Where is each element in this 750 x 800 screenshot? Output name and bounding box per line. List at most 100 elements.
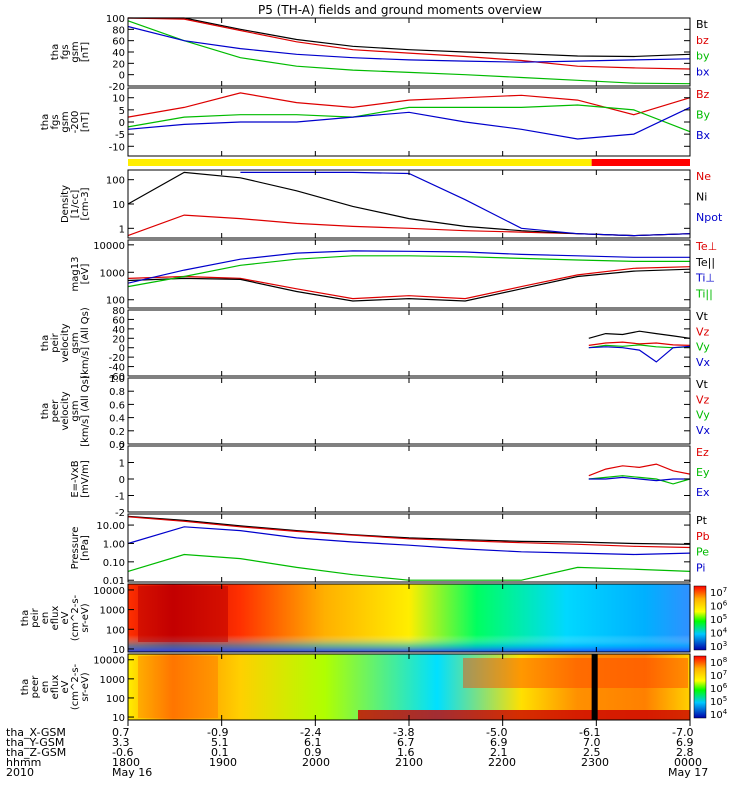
row-label-year: 2010 <box>6 766 34 779</box>
y-tick-label: 0.2 <box>109 427 125 438</box>
y-axis-label-line: gsm <box>70 400 81 421</box>
y-axis-label-line: [1/cc] <box>70 190 81 219</box>
y-axis-label-line: velocity <box>60 391 71 430</box>
y-axis-label-line: fgs <box>60 44 71 59</box>
colorbar-tick-label: 106 <box>710 682 728 695</box>
series-line-bx <box>127 25 691 63</box>
hhmm-value: 2300 <box>581 756 609 769</box>
y-axis-label-line: tha <box>40 403 51 419</box>
y-axis-label-line: [eV] <box>80 264 91 285</box>
y-gsm-value: 3.3 <box>112 736 130 749</box>
y-axis-label-line: peer <box>30 675 41 699</box>
y-axis-label-line: tha <box>50 44 61 60</box>
y-axis-label-line: [nT] <box>80 112 91 132</box>
y-axis-label-line: sr-eV) <box>80 603 91 632</box>
date-value: May 17 <box>668 766 708 779</box>
y-axis-label-line: velocity <box>60 323 71 362</box>
z-gsm-value: 2.8 <box>676 746 694 759</box>
y-tick-label: 10000 <box>93 586 125 597</box>
series-line-Pt <box>127 515 691 545</box>
series-line-Pb <box>127 516 691 549</box>
y-tick-label: 100 <box>106 296 125 307</box>
y-tick-label: 0.6 <box>109 400 125 411</box>
panel-temperature: 10000 1000 100 Te⊥ Te|| Ti⊥ Ti|| mag13 [eV] <box>70 239 717 309</box>
y-axis-label-line: (cm^2-s- <box>70 594 81 641</box>
legend-Te⊥: Te⊥ <box>695 240 717 253</box>
x-gsm-value: 0.7 <box>112 726 130 739</box>
y-tick-label: 1 <box>119 224 125 235</box>
y-tick-label: -20 <box>109 82 125 93</box>
series-line-bz <box>127 17 691 70</box>
series-line-Pe <box>127 553 691 581</box>
panel-frame <box>127 87 691 157</box>
legend-Vx: Vx <box>696 424 711 437</box>
y-tick-label: 1.00 <box>103 539 125 550</box>
y-axis-label-line: Pressure <box>70 527 81 570</box>
legend-Ti||: Ti|| <box>695 287 713 300</box>
y-tick-label: 0.0 <box>109 440 125 451</box>
y-axis-label-line: [nT] <box>80 42 91 62</box>
series-line-Bx <box>127 106 691 140</box>
z-gsm-value: 0.1 <box>211 746 229 759</box>
colorbar-tick-label: 107 <box>710 586 727 599</box>
y-tick-label: -5 <box>115 130 125 141</box>
legend-Vy: Vy <box>696 409 710 422</box>
y-axis-label: tha peer velocity gsm [km/s] (All Qs) <box>40 375 91 447</box>
colorbar <box>693 585 707 651</box>
colorbar-tick-label: 104 <box>710 627 728 640</box>
y-gsm-value: 5.1 <box>211 736 229 749</box>
x-column-4: -5.0 6.9 2.1 2200 <box>486 726 516 769</box>
legend-Ez: Ez <box>696 446 709 459</box>
series-line-Pi <box>127 526 691 556</box>
y-tick-label: 100 <box>106 14 125 25</box>
series-line-Ex <box>588 476 690 482</box>
y-tick-label: 1000 <box>100 675 125 686</box>
y-tick-label: 60 <box>112 37 125 48</box>
y-axis-label-line: [cm-3] <box>80 187 91 220</box>
y-tick-label: -2 <box>115 508 125 519</box>
y-tick-label: 20 <box>112 59 125 70</box>
legend-Vt: Vt <box>696 310 709 323</box>
x-column-6: -7.0 6.9 2.8 0000 May 17 <box>668 726 708 779</box>
y-tick-label: 10000 <box>93 241 125 252</box>
y-tick-label: 1 <box>119 459 125 470</box>
mode-bar-slow-survey <box>128 159 592 166</box>
y-axis-label-line: tha <box>20 610 31 626</box>
legend-Pe: Pe <box>696 546 709 559</box>
y-axis-label: tha peir en eflux eV (cm^2-s-sr-eV) <box>20 594 91 641</box>
y-tick-label: 10 <box>112 645 125 656</box>
legend-Ne: Ne <box>696 170 711 183</box>
y-axis-label-line: peer <box>50 399 61 423</box>
y-tick-label: 1.0 <box>109 374 125 385</box>
y-tick-label: -60 <box>109 372 125 383</box>
series-line-Ey <box>588 475 691 485</box>
y-tick-label: 2 <box>119 442 125 453</box>
legend-Ey: Ey <box>696 466 710 479</box>
legend-Te||: Te|| <box>695 256 715 269</box>
colorbar-tick-label: 104 <box>710 708 728 721</box>
legend-Bz: Bz <box>696 88 710 101</box>
spectrogram-low-energy-band <box>358 710 690 720</box>
x-gsm-value: -3.8 <box>393 726 414 739</box>
y-axis-label-line: [km/s] (All Qs) <box>80 375 91 447</box>
x-column-0: 0.7 3.3 -0.6 1800 May 16 <box>112 726 152 779</box>
series-line-Ti|| <box>127 255 690 288</box>
y-axis-label-line: eflux <box>50 606 61 631</box>
y-axis-label-line: en <box>40 612 51 625</box>
y-gsm-value: 6.1 <box>304 736 322 749</box>
y-tick-label: 0.4 <box>109 414 125 425</box>
x-gsm-value: -6.1 <box>579 726 600 739</box>
y-axis-label-line: mag13 <box>70 257 81 292</box>
y-axis-label-line: tha <box>20 679 31 695</box>
y-tick-label: 0.01 <box>103 576 125 587</box>
legend-Vz: Vz <box>696 325 710 338</box>
y-axis-label: tha fgs gsm [nT] <box>50 41 91 62</box>
y-axis-label-line: -200 <box>70 111 81 134</box>
chart-title: P5 (TH-A) fields and ground moments over… <box>258 3 542 17</box>
hhmm-value: 0000 <box>674 756 702 769</box>
hhmm-value: 2000 <box>302 756 330 769</box>
y-axis-label-line: [mV/m] <box>80 460 91 498</box>
colorbar <box>693 655 707 719</box>
